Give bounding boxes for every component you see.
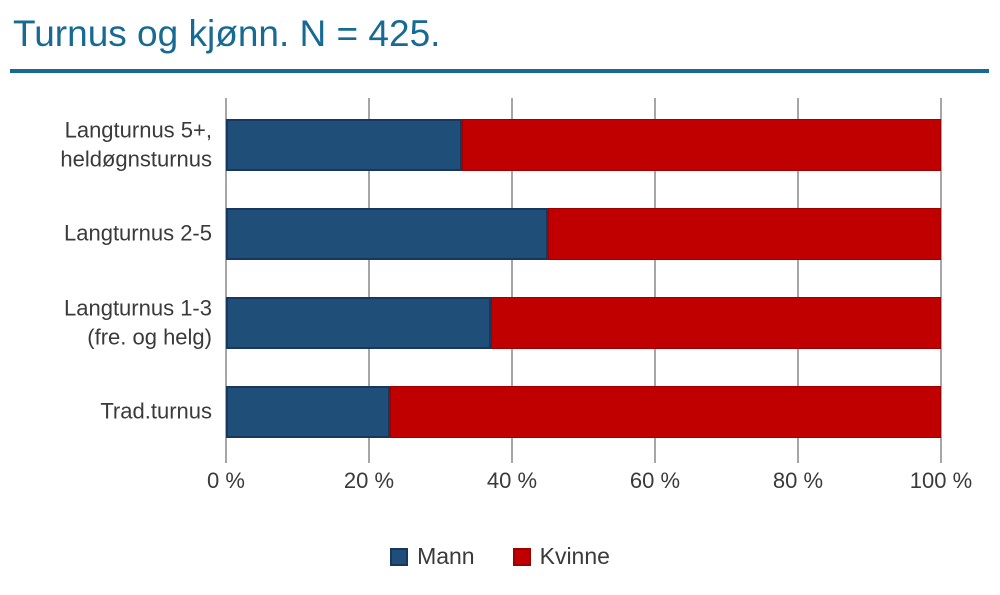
x-axis-tick-label: 20 %: [343, 468, 395, 493]
bar-row: [226, 208, 941, 260]
chart-title: Turnus og kjønn. N = 425.: [13, 13, 441, 54]
category-axis: Langturnus 5+, heldøgnsturnus Langturnus …: [0, 98, 212, 455]
title-underline-rule: [10, 69, 989, 73]
x-axis-tick-label: 80 %: [772, 468, 824, 493]
legend-item-mann: Mann: [390, 543, 475, 570]
bar-segment-mann: [226, 119, 462, 171]
legend-swatch-icon: [512, 547, 531, 566]
bar-segment-kvinne: [390, 386, 941, 438]
gridline: [368, 98, 370, 463]
bar-segment-mann: [226, 208, 548, 260]
gridline: [225, 98, 227, 463]
gridline: [940, 98, 942, 463]
gridline: [797, 98, 799, 463]
legend-label: Mann: [417, 543, 475, 569]
bar-row: [226, 297, 941, 349]
bar-row: [226, 119, 941, 171]
gridline: [511, 98, 513, 463]
category-label: Langturnus 5+, heldøgnsturnus: [60, 117, 212, 171]
category-label: Trad.turnus: [100, 398, 212, 424]
bar-segment-kvinne: [490, 297, 941, 349]
bar-row: [226, 386, 941, 438]
category-label: Langturnus 1-3 (fre. og helg): [64, 295, 212, 349]
legend-label: Kvinne: [539, 543, 610, 569]
x-axis-tick-label: 40 %: [486, 468, 538, 493]
x-axis-tick-label: 100 %: [909, 468, 973, 493]
x-axis-tick-label: 60 %: [629, 468, 681, 493]
legend-item-kvinne: Kvinne: [512, 543, 610, 570]
x-axis-tick-label: 0 %: [207, 468, 245, 493]
bar-segment-mann: [226, 297, 491, 349]
bar-segment-mann: [226, 386, 391, 438]
gridline: [654, 98, 656, 463]
legend-swatch-icon: [390, 547, 409, 566]
bar-segment-kvinne: [461, 119, 941, 171]
category-label: Langturnus 2-5: [64, 220, 212, 246]
value-axis: 0 % 20 % 40 % 60 % 80 % 100 %: [0, 468, 1000, 502]
legend: Mann Kvinne: [0, 543, 1000, 570]
plot-area: [225, 98, 942, 463]
bar-segment-kvinne: [547, 208, 941, 260]
